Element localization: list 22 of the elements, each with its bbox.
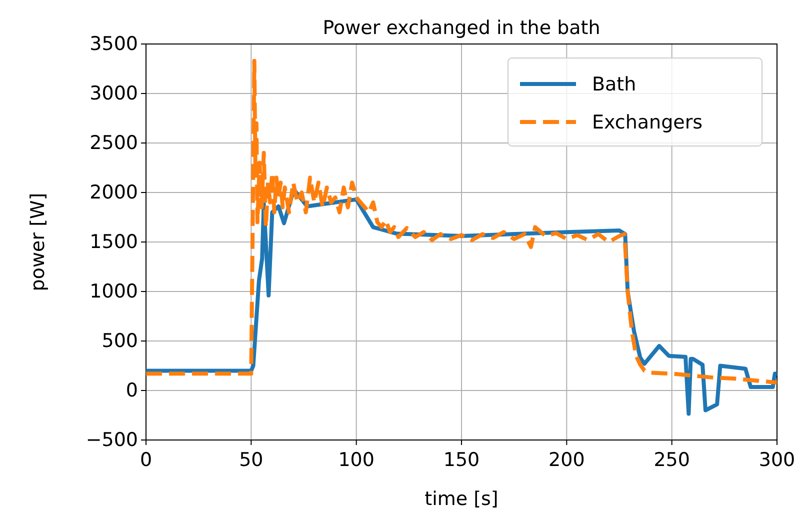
y-tick-label: 3500 [90,33,138,56]
y-tick-label: 0 [126,380,138,402]
x-axis-title: time [s] [424,488,498,510]
y-tick-label: 1000 [90,280,138,303]
x-tick-label: 150 [443,449,480,472]
x-tick-label: 100 [338,449,374,472]
y-tick-label: −500 [86,429,138,452]
x-tick-label: 250 [654,449,690,472]
y-tick-label: 2000 [90,182,138,204]
y-tick-label: 3000 [90,82,138,105]
x-tick-label: 200 [548,449,585,472]
x-tick-label: 0 [140,449,152,472]
line-series [146,58,777,385]
y-axis-title: power [W] [27,192,49,292]
legend-label: Exchangers [592,112,703,134]
x-tick-label: 300 [758,449,796,472]
y-tick-label: 500 [102,330,138,352]
legend-label: Bath [592,74,636,96]
x-tick-label: 50 [239,449,264,472]
y-tick-label: 1500 [90,231,138,254]
y-tick-label: 2500 [90,132,138,154]
chart-title: Power exchanged in the bath [322,17,600,39]
